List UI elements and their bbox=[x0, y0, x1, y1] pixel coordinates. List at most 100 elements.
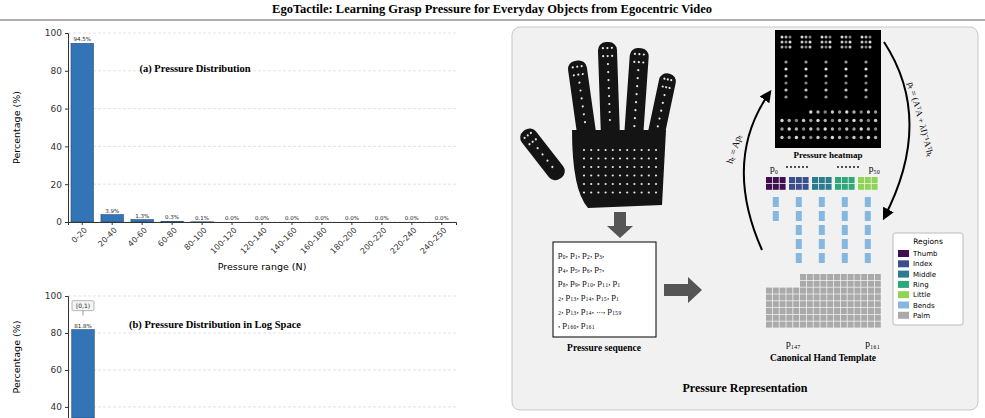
sensor-dot bbox=[529, 131, 532, 134]
template-cell bbox=[819, 211, 825, 221]
sensor-dot bbox=[607, 79, 609, 81]
tick: 200-220 bbox=[359, 222, 389, 256]
sensor-dot bbox=[667, 78, 670, 81]
template-cell bbox=[841, 301, 847, 307]
sensor-dot bbox=[597, 166, 599, 168]
template-cell bbox=[786, 301, 792, 307]
sensor-dot bbox=[648, 149, 650, 151]
sensor-dot bbox=[612, 174, 614, 176]
heatmap-dot bbox=[824, 110, 827, 113]
template-cell bbox=[875, 288, 881, 294]
template-cell bbox=[773, 211, 779, 221]
data-label: 0.0% bbox=[435, 215, 449, 221]
template-cell bbox=[827, 294, 833, 300]
tick-mark bbox=[65, 222, 68, 223]
grid bbox=[68, 33, 456, 222]
sensor-dot bbox=[633, 174, 635, 176]
legend-entry: Bends bbox=[913, 302, 935, 310]
tick: 80 bbox=[51, 66, 68, 76]
template-label: Canonical Hand Template bbox=[770, 353, 876, 363]
sensor-dot bbox=[655, 166, 657, 168]
heatmap-dot bbox=[865, 36, 868, 39]
template-cell bbox=[819, 225, 825, 235]
heatmap-dot bbox=[869, 46, 872, 49]
template-cell bbox=[773, 294, 779, 300]
heatmap-dot bbox=[824, 136, 827, 139]
ellipsis-dot bbox=[857, 166, 859, 168]
heatmap-dot bbox=[804, 74, 807, 77]
heatmap-dot bbox=[788, 127, 791, 130]
heatmap-dot bbox=[852, 127, 855, 130]
template-cell bbox=[793, 308, 799, 314]
heatmap-dot bbox=[829, 46, 832, 49]
sensor-dot bbox=[597, 183, 599, 185]
sensor-dot bbox=[619, 149, 621, 151]
heatmap-dot bbox=[867, 136, 870, 139]
x-axis: 0-2020-4040-6060-8080-100100-120120-1401… bbox=[69, 222, 457, 256]
tick-label: 60 bbox=[51, 365, 63, 375]
sensor-dot bbox=[648, 191, 650, 193]
sensor-dot bbox=[657, 125, 660, 128]
heatmap-dot bbox=[825, 46, 828, 49]
tick-mark bbox=[65, 184, 68, 185]
sensor-dot bbox=[655, 174, 657, 176]
sensor-dot bbox=[611, 55, 613, 57]
grid bbox=[68, 296, 456, 407]
tick: 220-240 bbox=[389, 222, 419, 256]
heatmap-dot bbox=[789, 46, 792, 49]
sensor-dot bbox=[583, 149, 585, 151]
template-cell bbox=[849, 177, 855, 183]
ellipsis-dot bbox=[802, 166, 804, 168]
sensor-dot bbox=[655, 157, 657, 159]
template-cell bbox=[780, 177, 786, 183]
sequence-line: p₈, p₉, p₁₀, p₁₁, p₁ bbox=[558, 277, 620, 287]
sensor-dot bbox=[541, 153, 544, 156]
heatmap-dot bbox=[781, 46, 784, 49]
tick-label: 60 bbox=[51, 104, 63, 114]
heatmap-dot bbox=[838, 119, 841, 122]
template-cell bbox=[773, 301, 779, 307]
template-cell bbox=[834, 322, 840, 328]
legend-swatch bbox=[898, 260, 909, 267]
sensor-dot bbox=[641, 174, 643, 176]
template-cell bbox=[865, 253, 871, 263]
data-label: 0.0% bbox=[375, 215, 389, 221]
ellipsis-dot bbox=[790, 166, 792, 168]
template-cell bbox=[796, 239, 802, 249]
template-cell bbox=[868, 301, 874, 307]
template-cell bbox=[842, 225, 848, 235]
template-cell bbox=[865, 184, 871, 190]
template-cell bbox=[827, 274, 833, 280]
template-cell bbox=[793, 294, 799, 300]
data-label: 1.3% bbox=[135, 213, 149, 219]
heatmap-dot bbox=[860, 127, 863, 130]
template-cell bbox=[773, 315, 779, 321]
template-cell bbox=[773, 177, 779, 183]
tick: 40 bbox=[51, 402, 68, 412]
sensor-dot bbox=[551, 165, 554, 168]
template-cell bbox=[861, 308, 867, 314]
template-cell bbox=[868, 288, 874, 294]
tick-label: 60-80 bbox=[156, 226, 179, 249]
template-cell bbox=[875, 294, 881, 300]
heatmap-dot bbox=[795, 136, 798, 139]
template-cell bbox=[827, 315, 833, 321]
sensor-dot bbox=[655, 149, 657, 151]
sensor-dot bbox=[637, 77, 639, 79]
heatmap-dot bbox=[874, 127, 877, 130]
template-cell bbox=[773, 308, 779, 314]
sensor-dot bbox=[573, 74, 575, 76]
sensor-dot bbox=[634, 53, 636, 55]
heatmap-dot bbox=[821, 41, 824, 44]
heatmap-dot bbox=[802, 127, 805, 130]
ellipsis-dot bbox=[806, 166, 808, 168]
template-cell bbox=[865, 239, 871, 249]
tick: 100 bbox=[45, 28, 68, 38]
sensor-dot bbox=[597, 157, 599, 159]
template-cell bbox=[826, 177, 832, 183]
diagram-panel bbox=[512, 27, 978, 410]
tick: 0-20 bbox=[70, 222, 89, 245]
bar bbox=[281, 222, 303, 223]
heatmap-dot bbox=[831, 110, 834, 113]
template-cell bbox=[786, 315, 792, 321]
